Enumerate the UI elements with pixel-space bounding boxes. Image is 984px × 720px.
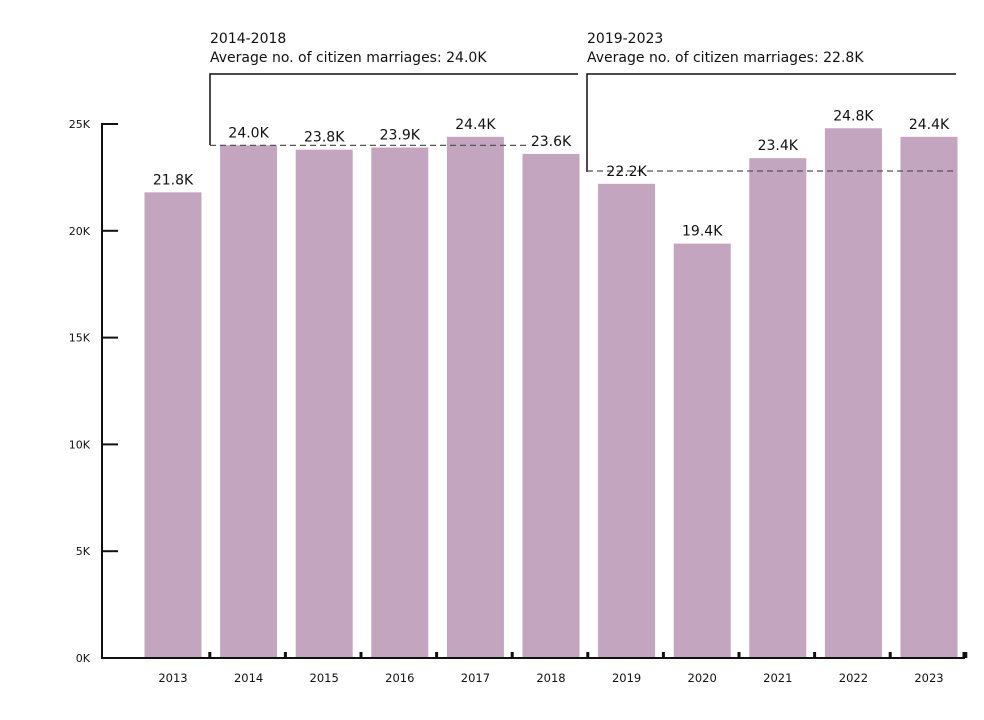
data-label-2019: 22.2K — [606, 164, 647, 180]
x-tick-label-2020: 2020 — [688, 671, 717, 685]
bar-2020 — [673, 243, 731, 658]
y-tick-label-20: 20K — [69, 225, 91, 238]
period-bracket-2019-2023 — [586, 73, 956, 172]
x-tick-label-2015: 2015 — [310, 671, 339, 685]
x-tick-label-2022: 2022 — [839, 671, 868, 685]
bar-2016 — [371, 147, 429, 658]
y-tick-label-0: 0K — [76, 652, 91, 665]
period-subtitle-2014-2018: Average no. of citizen marriages: 24.0K — [210, 50, 487, 66]
x-tick-label-2013: 2013 — [158, 671, 187, 685]
x-tick-label-2018: 2018 — [536, 671, 565, 685]
x-tick-label-2017: 2017 — [461, 671, 490, 685]
bar-2022 — [824, 128, 882, 659]
data-label-2018: 23.6K — [531, 134, 572, 150]
bar-2023 — [900, 136, 958, 659]
data-label-2020: 19.4K — [682, 224, 723, 240]
bar-2017 — [446, 136, 504, 659]
x-tick-label-2019: 2019 — [612, 671, 641, 685]
data-label-2017: 24.4K — [455, 117, 496, 133]
bar-2014 — [220, 145, 278, 659]
period-title-2019-2023: 2019-2023 — [587, 31, 663, 47]
data-label-2013: 21.8K — [153, 172, 194, 188]
bar-2018 — [522, 153, 580, 659]
period-bracket-2014-2018 — [209, 73, 578, 145]
x-tick-label-2016: 2016 — [385, 671, 414, 685]
data-label-2021: 23.4K — [758, 138, 799, 154]
bar-2021 — [749, 158, 807, 658]
bars — [144, 128, 958, 659]
x-tick-label-2021: 2021 — [763, 671, 792, 685]
bar-2015 — [295, 149, 353, 658]
period-annotations: 2014-2018 Average no. of citizen marriage… — [209, 31, 956, 172]
y-tick-label-15: 15K — [69, 332, 91, 345]
x-axis: 2013 2014 2015 2016 2017 2018 2019 2020 2021 2022… — [101, 652, 968, 685]
data-label-2016: 23.9K — [380, 127, 421, 143]
x-tick-label-2014: 2014 — [234, 671, 263, 685]
average-lines — [210, 144, 956, 172]
x-tick-label-2023: 2023 — [914, 671, 943, 685]
data-label-2015: 23.8K — [304, 130, 345, 146]
y-axis: 0K 5K 10K 15K 20K 25K — [69, 118, 118, 665]
bar-2013 — [144, 192, 202, 659]
data-label-2023: 24.4K — [909, 117, 950, 133]
data-label-2022: 24.8K — [833, 108, 874, 124]
data-label-2014: 24.0K — [228, 125, 269, 141]
data-labels: 21.8K 24.0K 23.8K 23.9K 24.4K 23.6K 22.2K 19.4K… — [153, 108, 950, 239]
y-tick-label-25: 25K — [69, 118, 91, 131]
bar-2019 — [598, 183, 656, 659]
y-tick-label-10: 10K — [69, 438, 91, 451]
y-tick-label-5: 5K — [76, 545, 91, 558]
period-title-2014-2018: 2014-2018 — [210, 31, 286, 47]
period-subtitle-2019-2023: Average no. of citizen marriages: 22.8K — [587, 50, 864, 66]
